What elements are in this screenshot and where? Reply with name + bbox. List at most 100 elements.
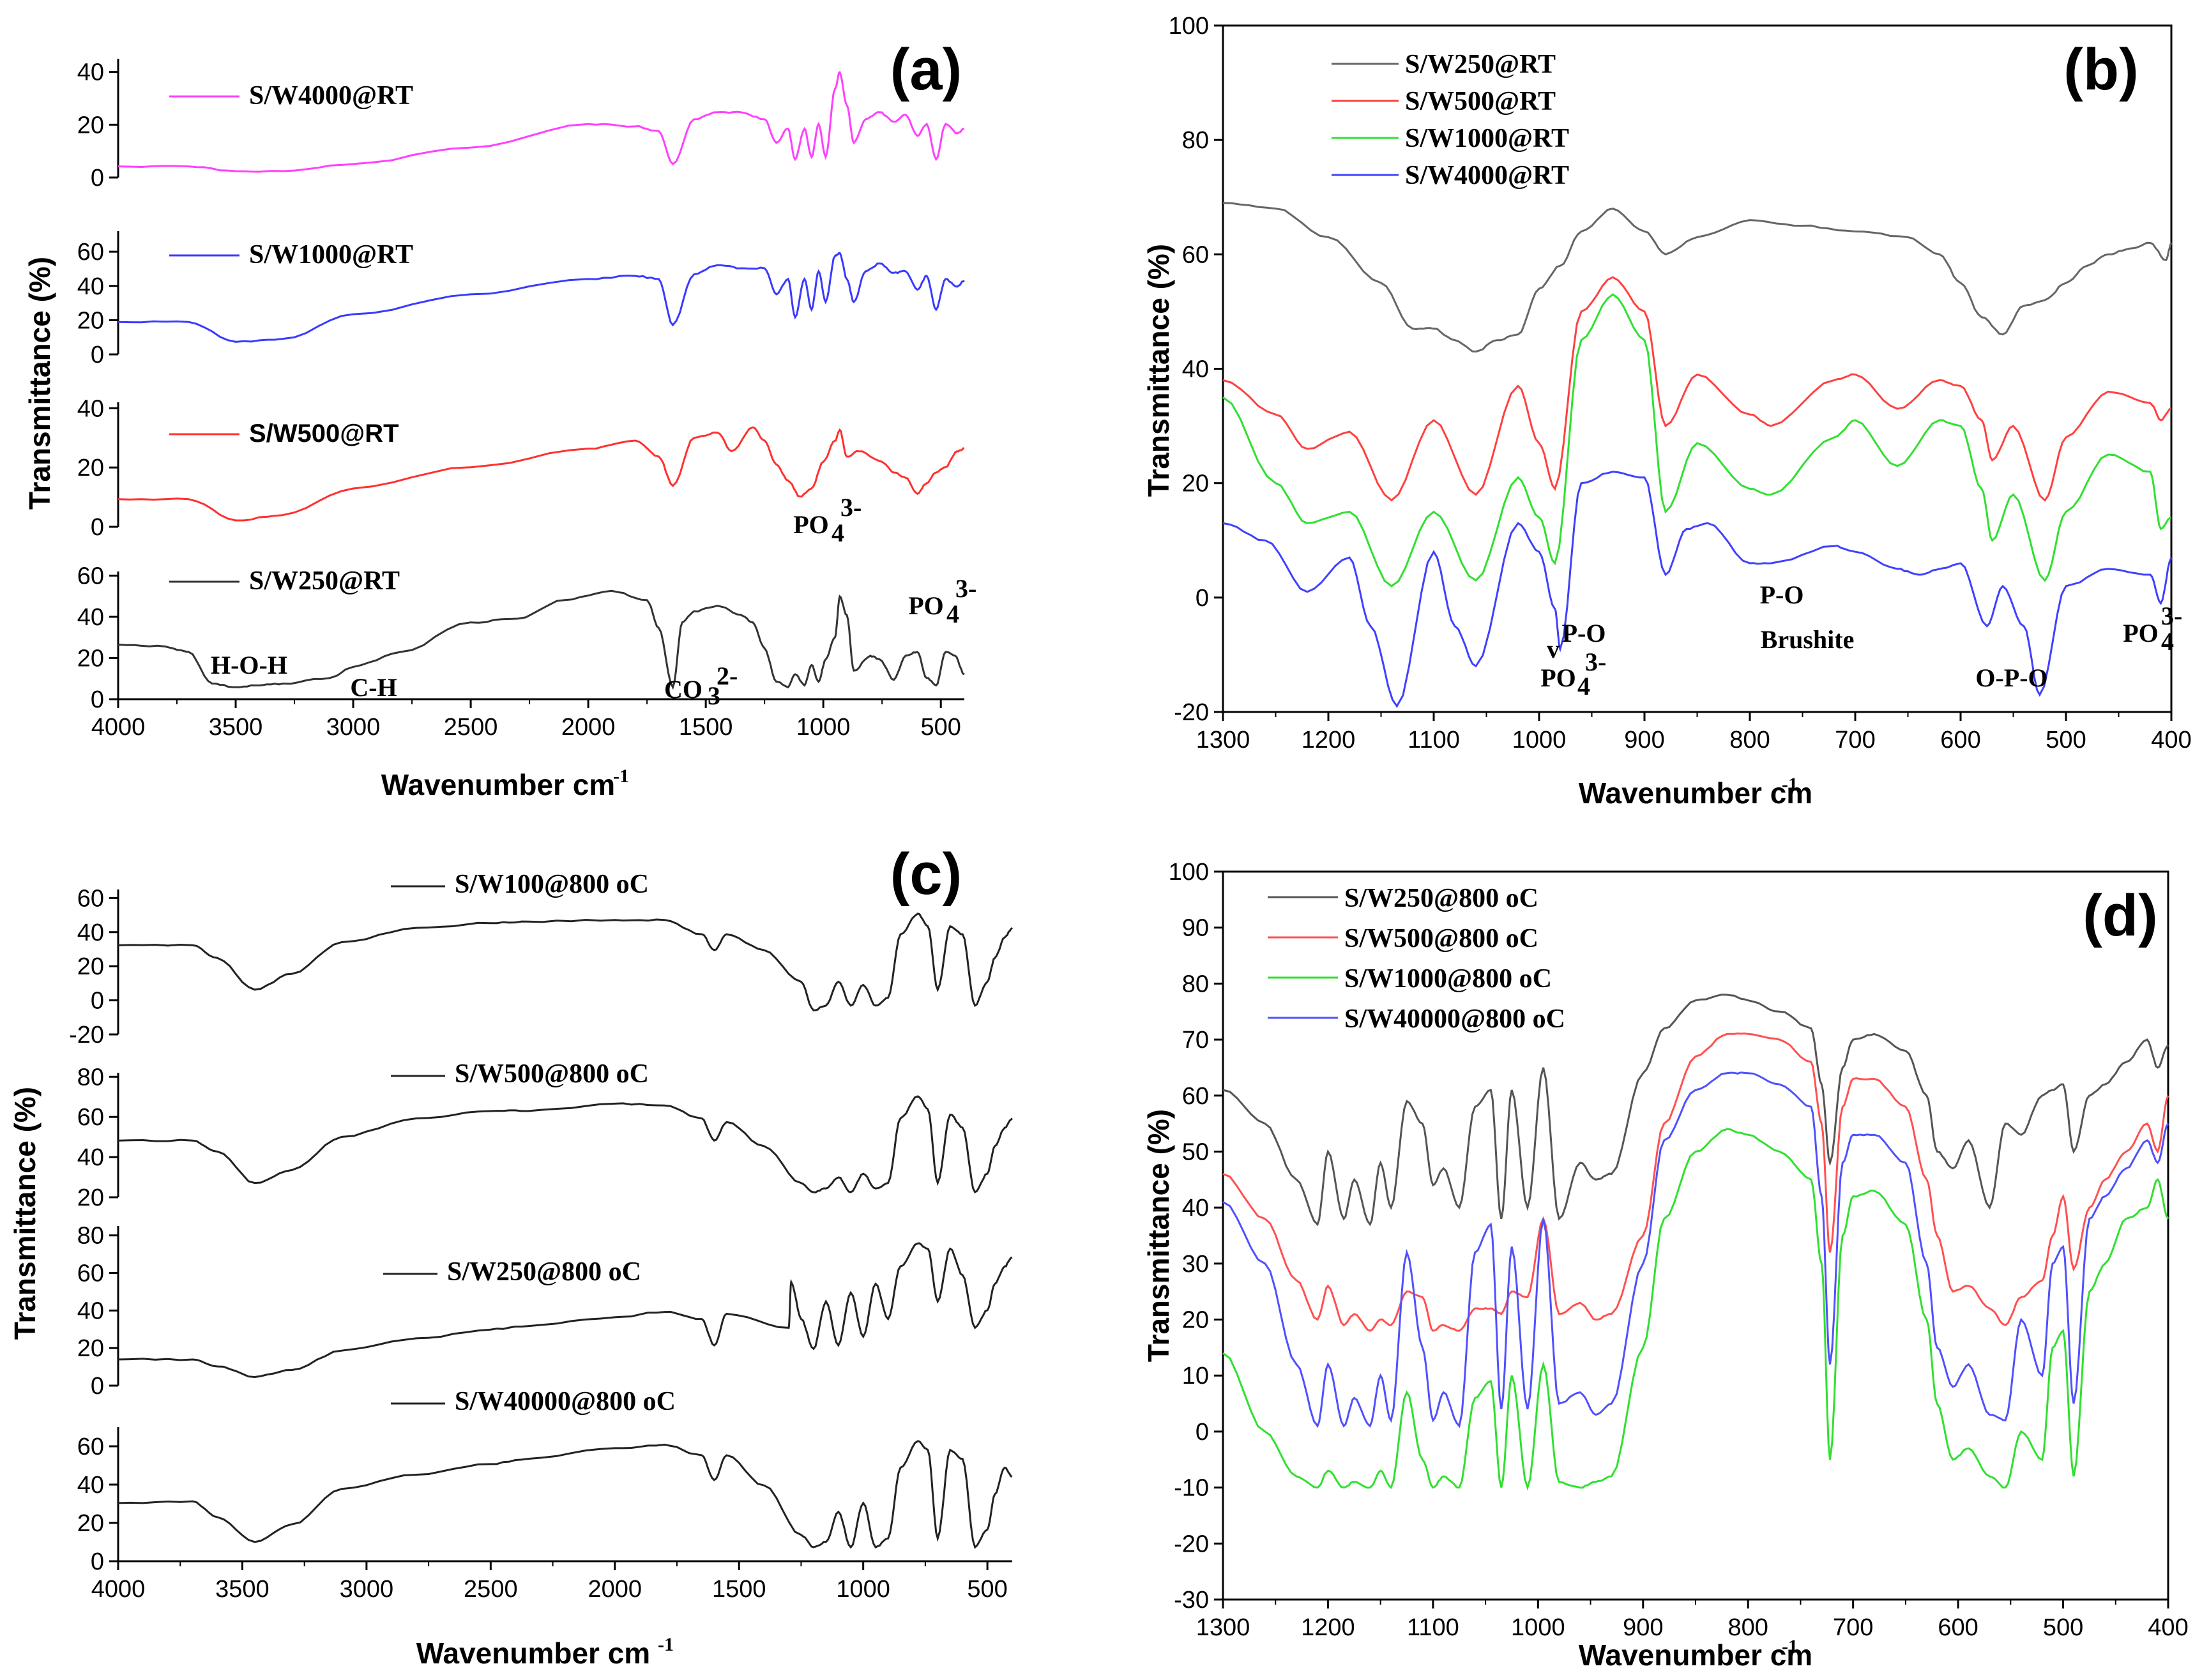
y-tick-label: 60 [77, 239, 104, 266]
y-tick-label: 60 [1182, 241, 1209, 268]
y-tick-label: -10 [1174, 1475, 1209, 1502]
panel-label-d: (d) [2083, 883, 2157, 948]
y-tick-label: -30 [1174, 1587, 1209, 1614]
subplot-3: 0 20 40 60 80 S/W250@800 oC [77, 1223, 1013, 1400]
y-axis-label: Transmittance (%) [1142, 244, 1175, 497]
subplot-3: 0 20 40 S/W500@RT [77, 395, 965, 541]
y-axis-label: Transmittance (%) [1142, 1109, 1175, 1362]
y-axis-label: Transmittance (%) [23, 257, 56, 510]
legend-label: S/W1000@800 oC [1344, 964, 1552, 994]
x-tick-label: 1200 [1302, 727, 1356, 753]
annotation-po4-a1: PO [793, 510, 829, 539]
x-tick-label: 800 [1729, 727, 1770, 753]
x-axis-label-superscript: -1 [1782, 774, 1798, 795]
x-axis-label-superscript: -1 [1782, 1636, 1798, 1657]
series-line-S/W1000@800 oC [1222, 1128, 2169, 1491]
series-line-S/W100@800 oC [118, 912, 1014, 1011]
panel-b: -20 0 20 40 60 80 100 1300 1200 1100 1000 900 800 700… [1142, 13, 2192, 810]
y-tick-label: 60 [1182, 1083, 1209, 1110]
legend-label: S/W40000@800 oC [1344, 1004, 1565, 1034]
legend-label: S/W500@800 oC [1344, 924, 1538, 953]
y-tick-label: 60 [77, 563, 104, 589]
series-line-S/W1000@RT [1222, 293, 2172, 587]
y-tick-label: 0 [91, 165, 104, 192]
annotation-po4-b-sup: 3- [1585, 647, 1606, 676]
series-line-S/W500@RT [118, 426, 965, 522]
annotation-po4-b-sub: 4 [1577, 672, 1590, 700]
legend-label: S/W1000@RT [1405, 124, 1569, 153]
legend-label: S/W500@RT [1405, 87, 1556, 116]
legend-label: S/W4000@RT [249, 81, 413, 110]
y-tick-label: 0 [91, 988, 104, 1015]
panel-d: -30 -20 -10 0 10 20 30 40 50 60 70 80 90 100 1300 1200 1… [1142, 859, 2189, 1672]
x-tick-label: 500 [967, 1576, 1007, 1603]
y-tick-label: 40 [77, 59, 104, 86]
series-line-S/W500@RT [1222, 276, 2172, 502]
y-tick-label: 0 [91, 1373, 104, 1400]
plot-frame [1222, 24, 2173, 713]
x-tick-label: 2000 [588, 1576, 642, 1603]
y-tick-label: 40 [77, 1144, 104, 1171]
series-line-S/W250@800 oC [1222, 994, 2169, 1227]
legend-label: S/W1000@RT [249, 240, 413, 269]
x-tick-label: 900 [1623, 1614, 1663, 1641]
y-tick-label: 40 [77, 273, 104, 300]
y-tick-label: 40 [1182, 356, 1209, 383]
x-tick-label: 1500 [679, 714, 733, 741]
y-axis-label: Transmittance (%) [8, 1087, 42, 1340]
y-tick-label: 30 [1182, 1251, 1209, 1278]
y-tick-label: 20 [77, 307, 104, 334]
y-tick-label: 70 [1182, 1027, 1209, 1054]
x-tick-label: 1100 [1408, 727, 1460, 753]
x-tick-label: 1000 [1511, 1614, 1565, 1641]
x-tick-label: 4000 [91, 1576, 146, 1603]
series-line-S/W4000@RT [118, 70, 964, 173]
x-tick-label: 700 [1833, 1614, 1873, 1641]
y-tick-label: 40 [77, 1298, 104, 1324]
x-axis-label: Wavenumber cm [381, 768, 615, 801]
annotation-hoh: H-O-H [211, 651, 287, 679]
x-axis-label: Wavenumber cm [1579, 776, 1812, 810]
y-tick-label: 40 [77, 604, 104, 631]
y-tick-label: 20 [77, 112, 104, 139]
x-tick-label: 1100 [1407, 1614, 1459, 1641]
legend-label: S/W500@RT [249, 420, 399, 448]
series-line-S/W250@800 oC [118, 1242, 1013, 1379]
x-tick-label: 1300 [1196, 727, 1250, 753]
y-tick-label: -20 [1174, 699, 1209, 726]
x-tick-label: 2000 [561, 714, 616, 741]
y-tick-label: 80 [77, 1064, 104, 1091]
x-tick-label: 3500 [215, 1576, 270, 1603]
annotation-po4-b: PO [1540, 663, 1576, 692]
subplot-1: -20 0 20 40 60 S/W100@800 oC [69, 870, 1014, 1048]
y-tick-label: 80 [77, 1223, 104, 1250]
annotation-po-b2: P-O [1562, 619, 1606, 647]
y-tick-label: 90 [1182, 915, 1209, 942]
annotation-po4-a2-sup: 3- [955, 574, 976, 603]
y-tick-label: 20 [77, 1184, 104, 1211]
series-line-S/W250@RT [1222, 202, 2173, 353]
x-axis-label: Wavenumber cm [1579, 1638, 1812, 1672]
y-tick-label: 20 [77, 1510, 104, 1537]
legend-label: S/W500@800 oC [455, 1059, 649, 1089]
annotation-brushite: Brushite [1761, 625, 1855, 654]
y-tick-label: 100 [1169, 859, 1209, 886]
x-tick-label: 4000 [91, 714, 146, 741]
annotation-po4-a2: PO [908, 591, 944, 620]
y-tick-label: 40 [77, 919, 104, 946]
x-tick-label: 3000 [326, 714, 381, 741]
x-tick-label: 2500 [464, 1576, 518, 1603]
x-axis-label: Wavenumber cm [416, 1637, 650, 1670]
panel-c: -20 0 20 40 60 S/W100@800 oC 20 40 60 80 S/W500@80… [8, 842, 1014, 1670]
x-axis-label-superscript: -1 [613, 766, 629, 787]
panel-label-a: (a) [890, 37, 962, 102]
x-tick-label: 1500 [712, 1576, 766, 1603]
y-tick-label: 100 [1169, 13, 1209, 40]
legend-label: S/W100@800 oC [455, 870, 649, 899]
y-tick-label: 20 [1182, 1307, 1209, 1334]
subplot-2: 0 20 40 60 S/W1000@RT [77, 231, 965, 368]
y-tick-label: 80 [1182, 971, 1209, 997]
x-tick-label: 1000 [836, 1576, 890, 1603]
x-tick-label: 1200 [1301, 1614, 1355, 1641]
